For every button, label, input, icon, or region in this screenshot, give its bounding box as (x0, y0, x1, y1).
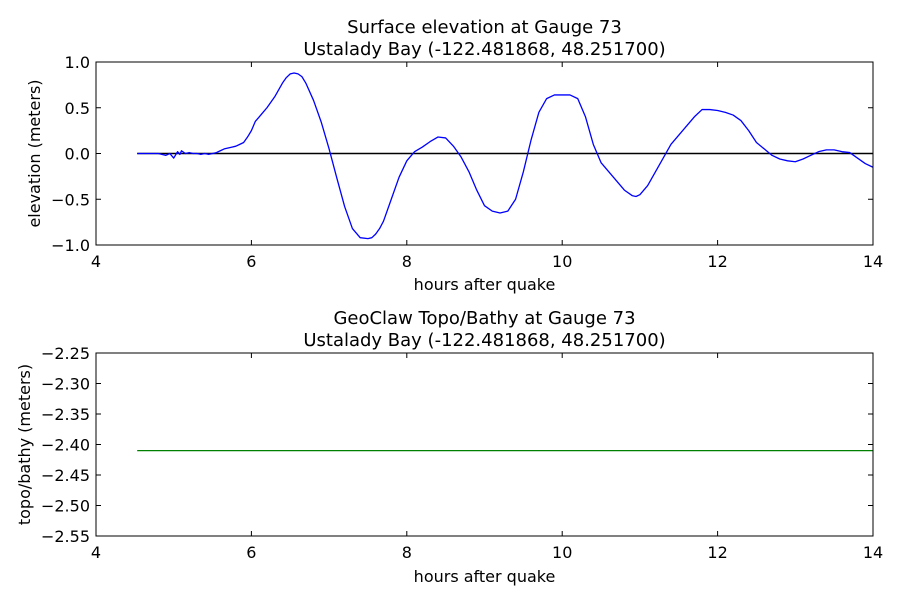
topo-bathy-y-tick-label: −2.45 (41, 466, 90, 485)
topo-bathy-plot-area: 4 6 8 10 12 14 −2.55 −2.50 −2.45 −2.40 −2.35 −2.30 −… (41, 344, 883, 562)
elevation-y-tick-label: 0.5 (65, 99, 90, 118)
elevation-x-tick-label: 14 (863, 252, 883, 271)
topo-bathy-y-tick-label: −2.30 (41, 375, 90, 394)
topo-bathy-y-axis-label: topo/bathy (meters) (15, 364, 34, 525)
topo-bathy-x-tick-label: 4 (91, 543, 101, 562)
topo-bathy-chart: GeoClaw Topo/Bathy at Gauge 73 Ustalady … (15, 308, 883, 586)
elevation-y-tick-label: 1.0 (65, 53, 90, 72)
elevation-y-tick-label: −1.0 (51, 236, 90, 255)
topo-bathy-x-tick-label: 10 (552, 543, 572, 562)
topo-bathy-y-tick-label: −2.55 (41, 527, 90, 546)
elevation-x-tick-label: 4 (91, 252, 101, 271)
topo-bathy-y-tick-label: −2.25 (41, 344, 90, 363)
topo-bathy-y-tick-label: −2.50 (41, 497, 90, 516)
elevation-y-tick-label: 0.0 (65, 145, 90, 164)
elevation-y-axis-label: elevation (meters) (25, 79, 44, 227)
elevation-series-line (137, 72, 874, 240)
topo-bathy-y-tick-label: −2.40 (41, 436, 90, 455)
elevation-x-axis-label: hours after quake (414, 275, 556, 294)
topo-bathy-chart-title: GeoClaw Topo/Bathy at Gauge 73 (333, 308, 635, 329)
elevation-chart-subtitle: Ustalady Bay (-122.481868, 48.251700) (303, 39, 665, 60)
elevation-x-tick-label: 6 (246, 252, 256, 271)
elevation-x-tick-label: 8 (402, 252, 412, 271)
topo-bathy-x-tick-label: 8 (402, 543, 412, 562)
elevation-chart-title: Surface elevation at Gauge 73 (347, 17, 622, 38)
topo-bathy-x-tick-label: 6 (246, 543, 256, 562)
topo-bathy-y-tick-label: −2.35 (41, 405, 90, 424)
elevation-x-tick-label: 12 (707, 252, 727, 271)
topo-bathy-chart-subtitle: Ustalady Bay (-122.481868, 48.251700) (303, 330, 665, 351)
elevation-chart: Surface elevation at Gauge 73 Ustalady B… (25, 17, 883, 294)
topo-bathy-x-tick-label: 14 (863, 543, 883, 562)
topo-bathy-x-axis-label: hours after quake (414, 567, 556, 586)
elevation-y-tick-label: −0.5 (51, 190, 90, 209)
elevation-x-tick-label: 10 (552, 252, 572, 271)
topo-bathy-x-tick-label: 12 (707, 543, 727, 562)
elevation-plot-area: 4 6 8 10 12 14 −1.0 −0.5 0.0 0.5 1.0 (51, 53, 883, 271)
